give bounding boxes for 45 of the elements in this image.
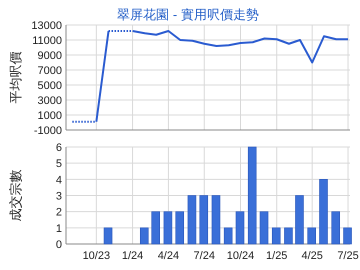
x-tick-label: 10/23 — [82, 250, 110, 262]
y-tick-label: 2 — [56, 206, 62, 219]
bar — [188, 195, 196, 244]
y-tick-label: 3 — [56, 190, 62, 202]
x-tick-label: 1/25 — [266, 250, 288, 262]
x-tick-label: 4/25 — [301, 250, 323, 262]
y-tick-label: 7000 — [38, 65, 62, 77]
bar — [212, 195, 220, 244]
bar — [319, 179, 328, 244]
x-tick-label: 4/24 — [158, 250, 180, 262]
bar — [175, 211, 184, 244]
y-tick-label: 6 — [56, 142, 62, 154]
bar — [236, 211, 244, 244]
y-axis-title: 平均呎價 — [8, 52, 23, 104]
y-tick-label: 5 — [56, 158, 62, 170]
x-tick-label: 1/24 — [122, 250, 144, 262]
y-tick-label: 11000 — [32, 35, 62, 47]
bar — [307, 228, 316, 244]
bar — [284, 228, 293, 244]
y-tick-label: -1000 — [34, 125, 62, 137]
bar — [295, 195, 304, 244]
y-tick-label: 13000 — [31, 20, 62, 32]
bar — [151, 211, 160, 244]
y-tick-label: 9000 — [38, 50, 62, 62]
x-tick-label: 10/24 — [226, 250, 254, 262]
bar — [331, 211, 340, 244]
bar — [199, 195, 208, 244]
y-tick-label: 3000 — [38, 95, 62, 107]
y-tick-label: 4 — [56, 174, 62, 186]
x-tick-label: 7/24 — [194, 250, 215, 262]
bar — [104, 228, 112, 244]
y-tick-label: 0 — [56, 239, 62, 251]
bar — [343, 228, 352, 244]
y-tick-label: 5000 — [38, 80, 62, 92]
bar — [260, 211, 268, 244]
chart-title: 翠屏花園 - 實用呎價走勢 — [117, 7, 259, 22]
bar — [140, 228, 149, 244]
y-axis-title: 成交宗數 — [8, 170, 23, 222]
bar — [272, 228, 281, 244]
bar — [248, 146, 257, 244]
x-tick-label: 7/25 — [337, 250, 359, 262]
bar — [224, 228, 232, 244]
y-tick-label: 1 — [56, 222, 62, 235]
y-tick-label: 1000 — [38, 110, 62, 122]
bar — [164, 211, 172, 244]
